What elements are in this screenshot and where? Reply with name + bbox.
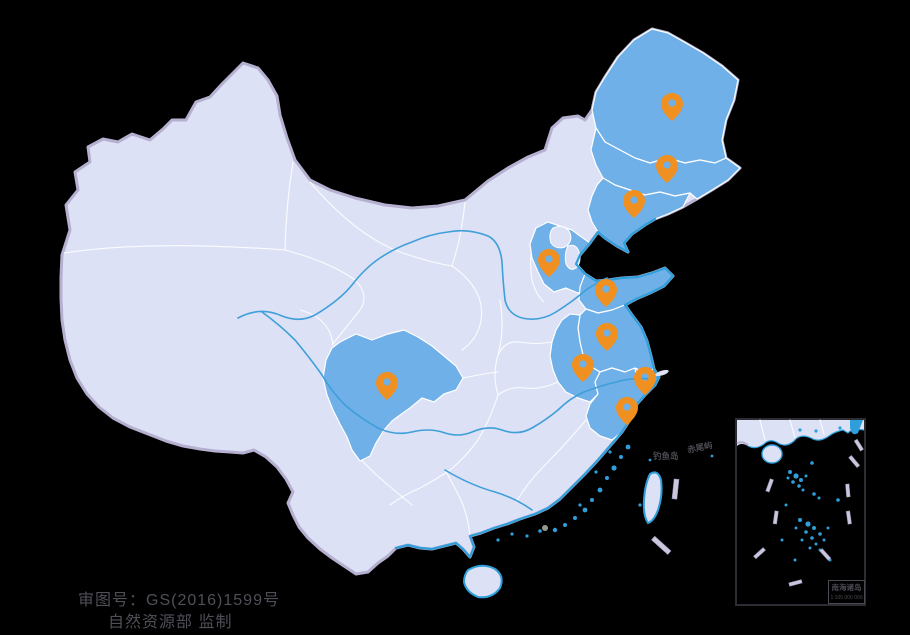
inset-title: 南海诸岛 bbox=[832, 582, 862, 592]
taiwan-island bbox=[642, 471, 663, 525]
province-sichuan[interactable] bbox=[322, 329, 464, 462]
beijing-enclave bbox=[549, 225, 572, 249]
chongming-island bbox=[655, 369, 669, 377]
inset-nine-dash-line bbox=[753, 438, 864, 587]
inset-island-dots bbox=[780, 426, 842, 562]
rivers bbox=[237, 229, 660, 511]
inset-coast bbox=[747, 428, 865, 449]
inset-taiwan bbox=[850, 420, 863, 435]
map-pin[interactable] bbox=[538, 249, 560, 277]
coastal-islands bbox=[496, 444, 714, 542]
map-approval-number: 审图号：GS(2016)1599号 bbox=[78, 592, 280, 609]
chiwei-label: 赤尾屿 bbox=[686, 440, 714, 455]
inset-mainland bbox=[737, 420, 864, 448]
map-publisher: 自然资源部 监制 bbox=[108, 614, 233, 631]
map-pin[interactable] bbox=[572, 354, 594, 382]
inset-west-border bbox=[736, 441, 749, 446]
map-pin[interactable] bbox=[656, 155, 678, 183]
diaoyu-label: 钓鱼岛 bbox=[653, 451, 679, 461]
yangtze-river bbox=[261, 311, 660, 436]
hongkong-dot bbox=[542, 525, 548, 531]
map-pin[interactable] bbox=[661, 93, 683, 121]
pearl-river bbox=[444, 469, 533, 511]
dash-segment bbox=[651, 535, 672, 555]
province-borders bbox=[63, 161, 587, 537]
yellow-river bbox=[237, 229, 608, 321]
inset-label-frame bbox=[828, 580, 865, 604]
inset-border bbox=[735, 418, 866, 606]
map-pin[interactable] bbox=[623, 190, 645, 218]
map-pins bbox=[376, 93, 683, 425]
hainan-island bbox=[462, 564, 503, 599]
map-pin[interactable] bbox=[595, 279, 617, 307]
inset-hainan bbox=[761, 444, 783, 464]
dash-segment bbox=[671, 478, 680, 500]
map-pin[interactable] bbox=[376, 372, 398, 400]
map-pin[interactable] bbox=[596, 323, 618, 351]
map-pin[interactable] bbox=[634, 367, 656, 395]
inset-scale: 1:105 000 000 bbox=[831, 595, 863, 601]
map-pin[interactable] bbox=[616, 397, 638, 425]
coastline bbox=[394, 217, 675, 559]
south-china-sea-inset: 南海诸岛 1:105 000 000 bbox=[735, 418, 866, 606]
